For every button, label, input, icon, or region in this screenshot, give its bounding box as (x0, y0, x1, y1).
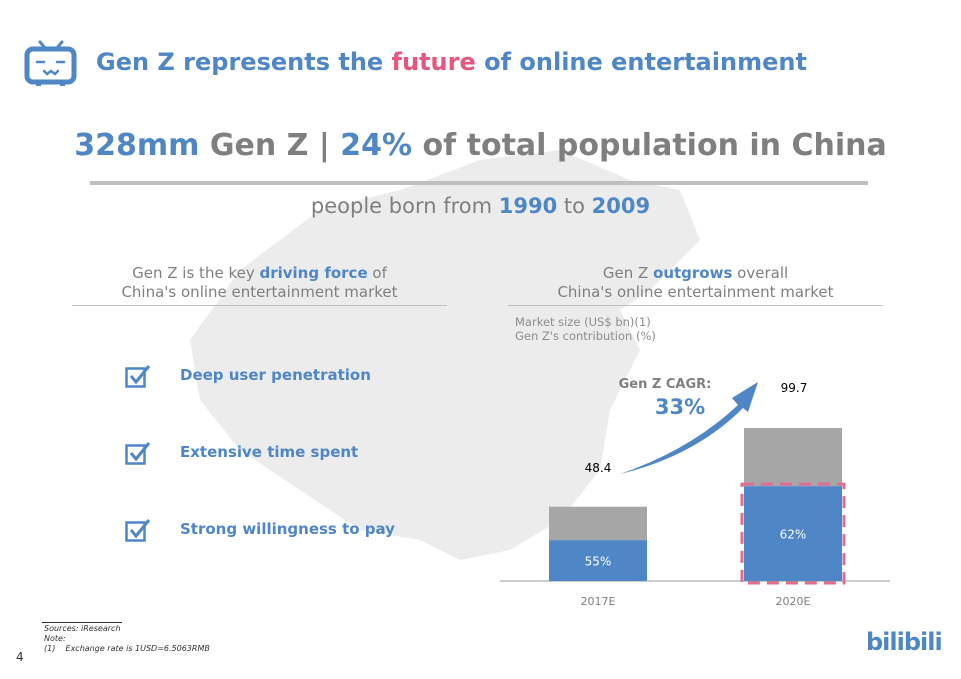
share-label: 55% (585, 555, 612, 569)
benefit-item: Strong willingness to pay (180, 520, 395, 538)
left-divider (72, 305, 447, 306)
market-size-chart: 55% 48.4 2017E 62% 99.7 2020E Gen Z CAGR: 33% (500, 377, 890, 608)
china-map-background (190, 150, 700, 560)
headline: 328mm Gen Z | 24% of total population in… (74, 128, 887, 163)
bilibili-tv-icon (24, 40, 77, 86)
highlight-box (740, 482, 846, 585)
benefit-item: Deep user penetration (180, 366, 371, 384)
checkbox-checked-icon (125, 365, 151, 388)
total-label: 48.4 (585, 461, 612, 475)
left-column-heading: Gen Z is the key driving force of China'… (121, 264, 398, 301)
bar-genz-segment (744, 486, 842, 581)
divider (90, 181, 868, 185)
growth-arrow (620, 382, 758, 474)
share-label: 62% (780, 528, 807, 542)
page-number: 4 (16, 650, 24, 664)
chart-legend-text: Market size (US$ bn)(1) Gen Z's contribut… (515, 315, 656, 343)
right-column-heading: Gen Z outgrows overall China's online en… (557, 264, 834, 301)
total-label: 99.7 (781, 381, 808, 395)
page-title: Gen Z represents the future of online en… (96, 48, 807, 76)
category-label: 2017E (581, 595, 616, 608)
checkbox-checked-icon (125, 442, 151, 465)
cagr-value: 33% (655, 395, 705, 419)
bilibili-logo: bilibili (866, 628, 943, 656)
category-label: 2020E (776, 595, 811, 608)
bar-genz-segment (549, 540, 647, 581)
bar-other-segment (549, 506, 647, 541)
cagr-label: Gen Z CAGR: (619, 377, 712, 392)
checkbox-checked-icon (125, 519, 151, 542)
footnote-rule (42, 622, 122, 623)
subheadline: people born from 1990 to 2009 (310, 194, 651, 218)
bar-other-segment (744, 428, 842, 487)
benefit-item: Extensive time spent (180, 443, 359, 461)
right-divider (508, 305, 883, 306)
footnotes: Sources: iResearch Note: (1) Exchange rat… (44, 624, 210, 653)
